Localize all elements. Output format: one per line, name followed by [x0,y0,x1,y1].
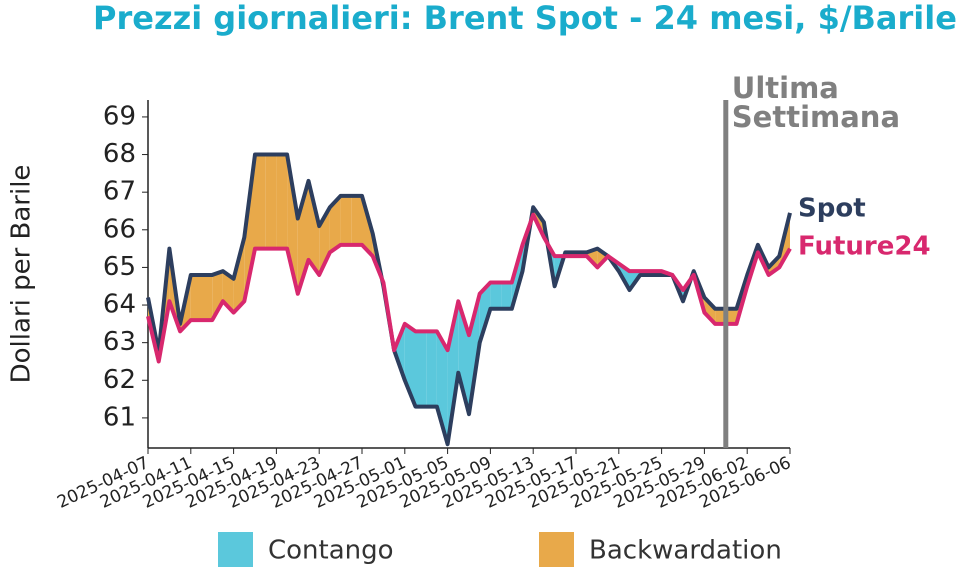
spread-fill [265,154,277,249]
y-tick-label: 63 [103,327,136,357]
chart-title: Prezzi giornalieri: Brent Spot - 24 mesi… [93,0,957,37]
series-line [146,152,792,447]
spread-fill [415,331,427,407]
legend-swatch [539,532,574,567]
spread-fill [501,282,512,309]
y-tick-label: 61 [103,402,136,432]
spread-fill [351,195,362,245]
series-label: Spot [798,194,866,224]
spread-fill [255,154,266,249]
spread-fill [340,195,352,245]
spread-fill [212,271,223,321]
spread-fill [704,297,716,324]
y-tick-label: 66 [103,214,136,244]
spread-fill [308,180,320,275]
spread-fill [190,274,202,321]
spread-fill [490,282,502,309]
annotation-text: Settimana [732,100,900,134]
legend-swatch [218,532,253,567]
legend-label: Backwardation [589,536,782,566]
annotation-text: Ultima [732,71,839,105]
spread-fill [715,308,726,324]
spread-fill [233,237,245,313]
y-tick-label: 64 [103,290,136,320]
y-tick-label: 67 [103,177,136,207]
spread-fill [201,274,213,321]
y-axis-label: Dollari per Barile [7,165,37,384]
y-tick-label: 65 [103,252,136,282]
spread-fill [276,154,288,249]
y-tick-label: 69 [103,101,136,131]
spread-fill [394,323,405,381]
y-tick-label: 68 [103,139,136,169]
spread-fill [725,308,737,324]
series-line [146,212,792,364]
legend-label: Contango [268,536,394,566]
spread-fill [426,331,437,407]
spread-fill [329,195,341,253]
series-label: Future24 [798,232,931,262]
y-tick-label: 62 [103,365,136,395]
spread-fill [244,154,255,302]
spread-fill [447,301,459,445]
